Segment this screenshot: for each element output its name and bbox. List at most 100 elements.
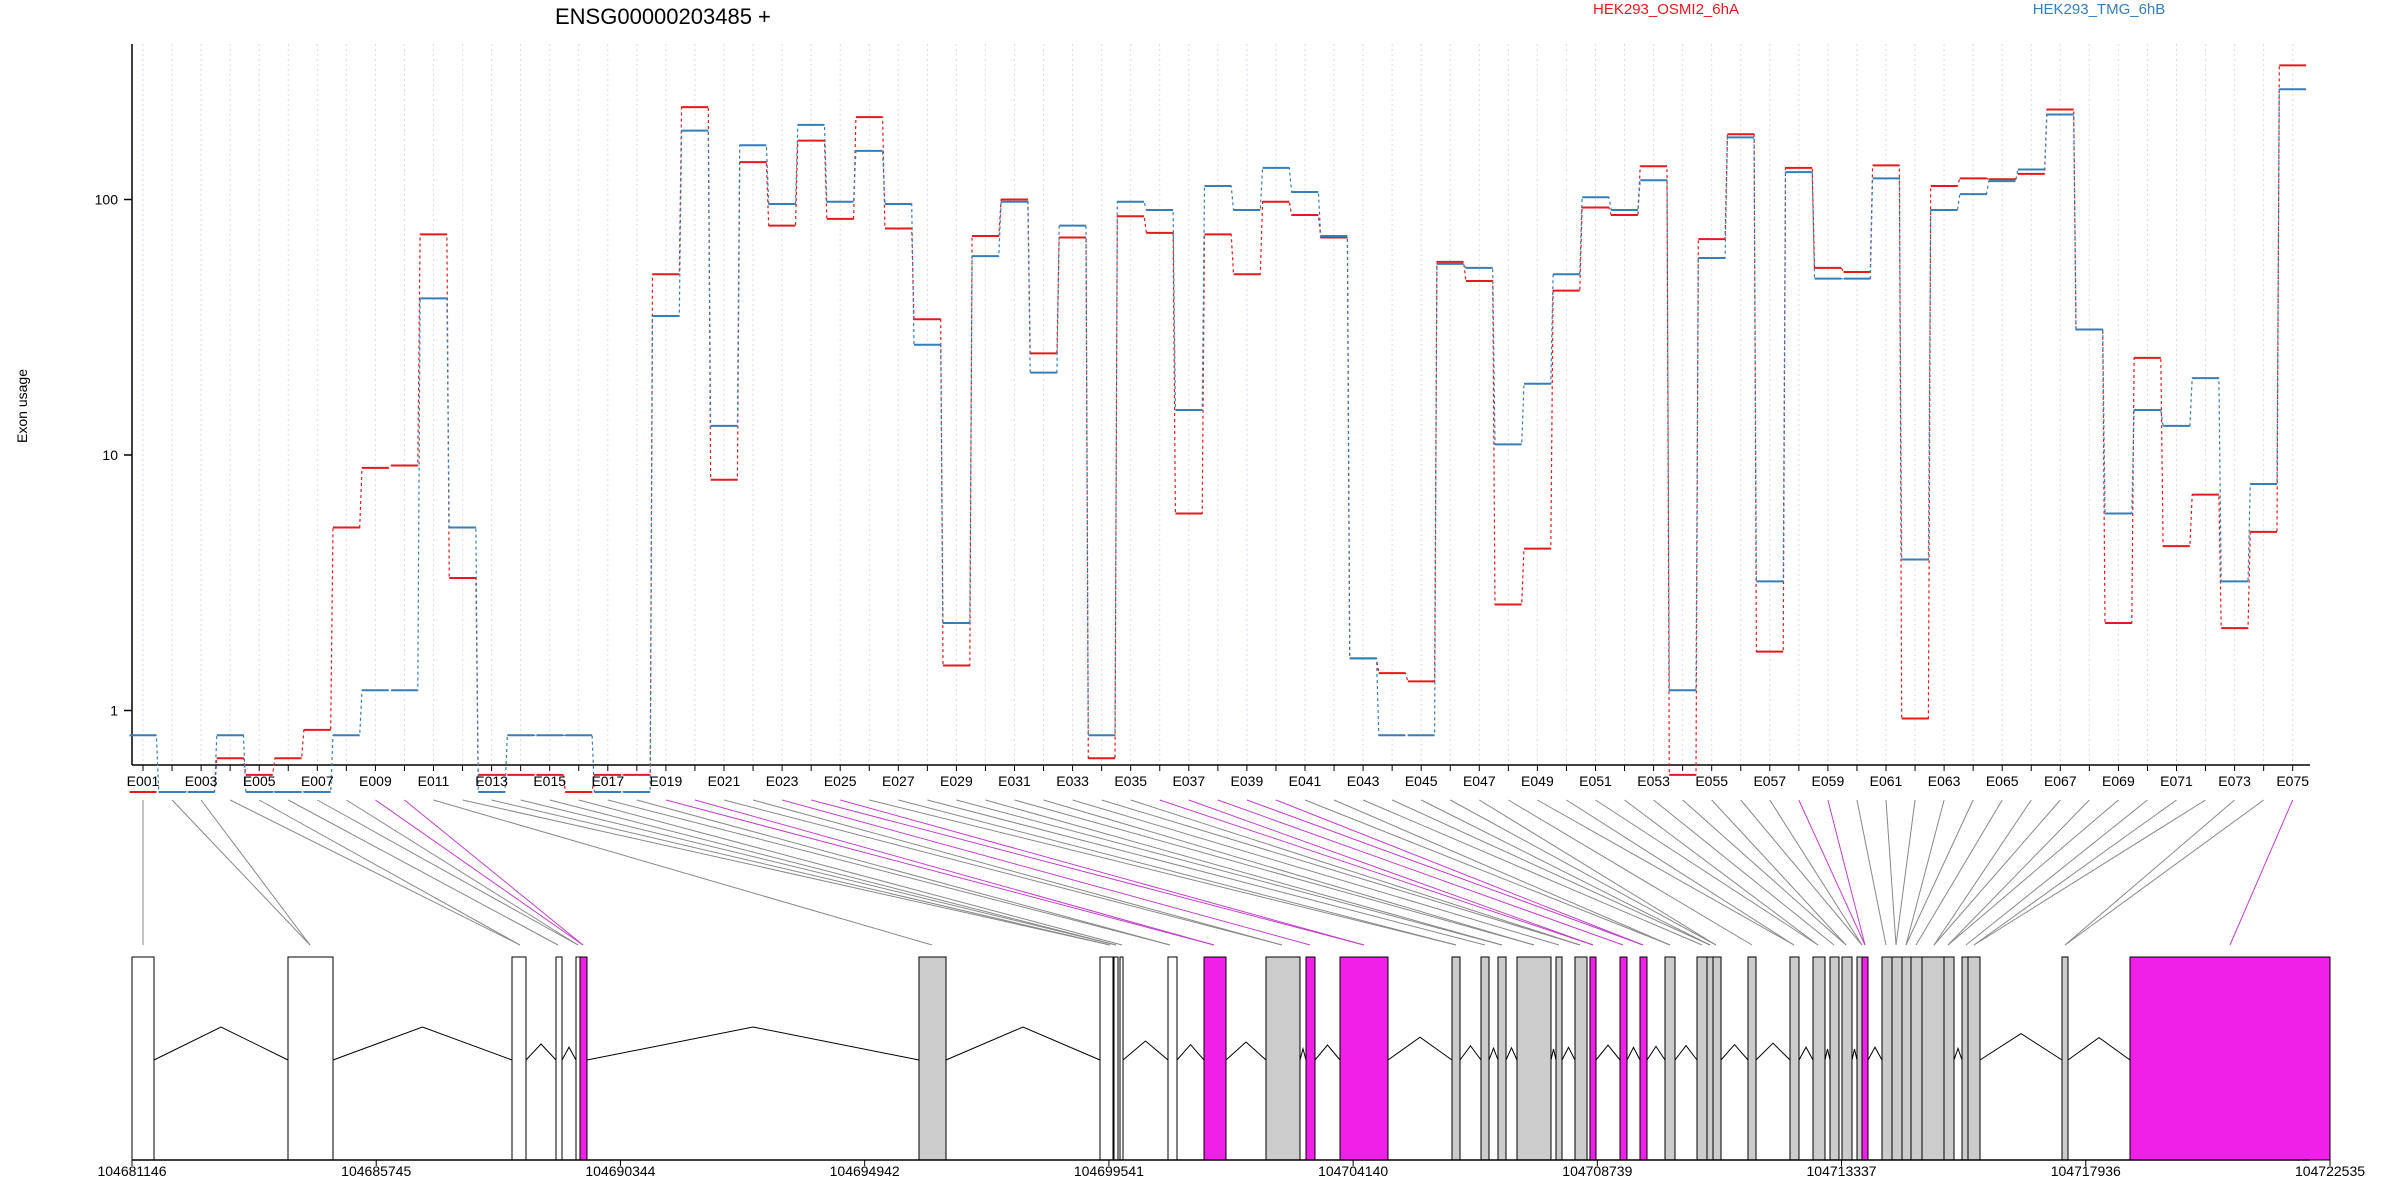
y-tick-label: 1 (110, 703, 118, 719)
connector-line (1450, 799, 1717, 946)
connector-line (607, 799, 1171, 946)
intron-line (1824, 1048, 1831, 1061)
connector-line (1947, 799, 2119, 946)
x-tick-label: E065 (1986, 773, 2019, 789)
connector-line (898, 799, 1457, 946)
exon-box (1967, 956, 1981, 1161)
connector-line (694, 799, 1215, 946)
x-tick-label: E075 (2276, 773, 2309, 789)
x-tick-label: E063 (1928, 773, 1961, 789)
connector-line (1653, 799, 1835, 946)
x-tick-label: E021 (708, 773, 741, 789)
connector-line (2229, 799, 2294, 946)
x-tick-label: E045 (1405, 773, 1438, 789)
x-tick-label: E017 (591, 773, 624, 789)
connector-line (288, 799, 559, 946)
x-tick-label: E019 (650, 773, 683, 789)
connector-line (1595, 799, 1819, 946)
x-tick-label: E013 (475, 773, 508, 789)
intron-line (1720, 1043, 1749, 1061)
intron-line (332, 1026, 513, 1061)
connector-line (811, 799, 1365, 946)
x-tick-label: E071 (2160, 773, 2193, 789)
connector-line (1947, 799, 2090, 946)
connector-line (1905, 799, 1974, 946)
exon-box (131, 956, 155, 1161)
intron-line (1953, 1046, 1963, 1061)
x-tick-label: E053 (1637, 773, 1670, 789)
x-tick-label: E027 (882, 773, 915, 789)
intron-line (1798, 1046, 1814, 1061)
connector-line (520, 799, 1117, 946)
x-tick-label: E067 (2044, 773, 2077, 789)
x-tick-label: E051 (1579, 773, 1612, 789)
coordinate-label: 104681146 (97, 1163, 166, 1179)
coordinate-label: 104717936 (2051, 1163, 2121, 1179)
x-tick-label: E011 (418, 773, 450, 789)
exon-box (1203, 956, 1227, 1161)
exon-box (1921, 956, 1947, 1161)
coordinate-label: 104722535 (2295, 1163, 2365, 1179)
x-tick-labels: E001 E003 E005 E007 E009 E011 E013 E015 E017 E019… (127, 765, 2309, 789)
exon-box (1639, 956, 1648, 1161)
x-tick-label: E039 (1231, 773, 1264, 789)
connector-line (1885, 799, 1897, 946)
connector-line (1624, 799, 1819, 946)
exon-box (918, 956, 947, 1161)
connector-line (1798, 799, 1866, 946)
connector-line (1275, 799, 1644, 946)
connector-line (1769, 799, 1863, 946)
connector-line (1973, 799, 2206, 946)
connector-line (1362, 799, 1703, 946)
connector-line (578, 799, 1123, 946)
connector-line (1101, 799, 1581, 946)
connector-line (491, 799, 1111, 946)
legend: HEK293_OSMI2_6hA HEK293_TMG_6hB (1593, 1, 2165, 18)
y-tick-labels: 1 10 100 (95, 192, 132, 719)
x-tick-label: E073 (2218, 773, 2251, 789)
exon-box (1113, 956, 1119, 1161)
exon-box (1305, 956, 1316, 1161)
intron-line (153, 1026, 289, 1061)
connector-line (636, 799, 1171, 946)
connector-line (404, 799, 584, 946)
x-tick-label: E043 (1347, 773, 1380, 789)
connector-line (1479, 799, 1717, 946)
exon-box (1881, 956, 1893, 1161)
x-tick-label: E015 (533, 773, 566, 789)
connector-line (1508, 799, 1753, 946)
coordinate-label: 104685745 (341, 1163, 411, 1179)
intron-line (1459, 1044, 1482, 1061)
series-line (129, 88, 2307, 793)
connector-line (927, 799, 1486, 946)
intron-line (1851, 1048, 1858, 1061)
exon-box (1712, 956, 1722, 1161)
axes (131, 44, 2310, 766)
exon-box (2061, 956, 2069, 1161)
connector-line (1217, 799, 1624, 946)
exon-box (1119, 956, 1124, 1161)
exon-box (1451, 956, 1461, 1161)
intron-line (1387, 1036, 1453, 1061)
intron-line (1561, 1046, 1576, 1061)
series-lines (129, 64, 2307, 793)
connector-line (1420, 799, 1711, 946)
intron-line (1225, 1041, 1267, 1061)
exon-box (1841, 956, 1853, 1161)
connector-line (1965, 799, 2148, 946)
x-tick-label: E059 (1812, 773, 1845, 789)
x-tick-label: E037 (1172, 773, 1205, 789)
connector-line (723, 799, 1283, 946)
x-tick-label: E003 (185, 773, 218, 789)
connector-line (1537, 799, 1795, 946)
exon-box (1555, 956, 1563, 1161)
connector-line (1188, 799, 1594, 946)
x-tick-label: E061 (1870, 773, 1903, 789)
legend-entry: HEK293_OSMI2_6hA (1593, 1, 1739, 18)
exon-box (1891, 956, 1903, 1161)
connector-line (869, 799, 1457, 946)
connector-line (171, 799, 311, 946)
y-tick-label: 100 (95, 192, 119, 208)
intron-line (945, 1026, 1101, 1061)
